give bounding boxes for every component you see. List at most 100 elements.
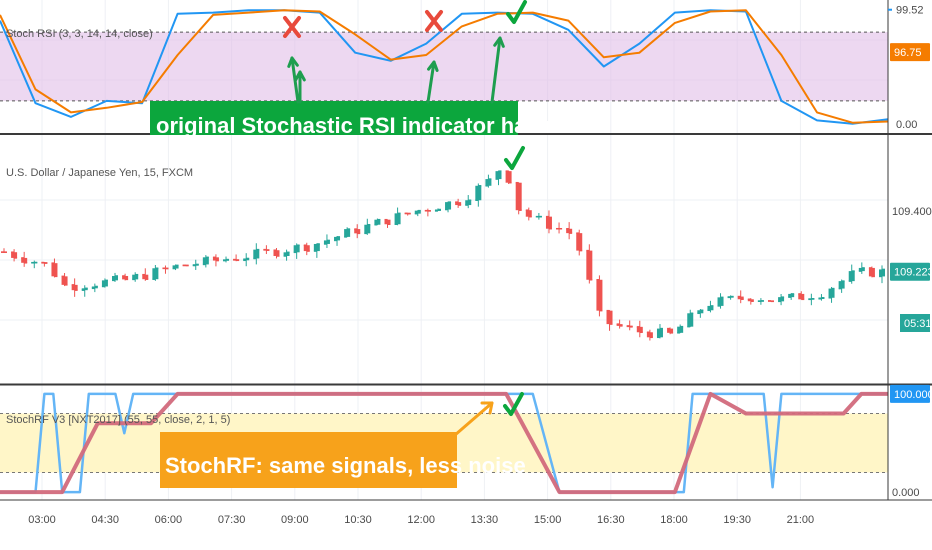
candle [858, 262, 865, 274]
candle [879, 265, 885, 284]
candle [283, 249, 290, 261]
candle [182, 264, 189, 267]
candle [152, 265, 159, 281]
stoch-rsi-lines [0, 9, 889, 125]
stoch-rsi-band-fill [0, 32, 888, 101]
time-tick-label: 03:00 [28, 514, 56, 526]
candle [626, 320, 633, 331]
time-tick-label: 06:00 [155, 514, 183, 526]
candle [192, 259, 199, 270]
candle [485, 174, 492, 188]
time-tick-label: 19:30 [723, 514, 751, 526]
stochrf-badge: 100.000 [890, 384, 932, 403]
price-tick-label: 109.400 [892, 206, 932, 218]
candle [767, 300, 774, 303]
candle [798, 291, 805, 301]
price-axis: 99.52 0.00 109.400 0.000 96.75 109.223 05:31 10… [888, 5, 932, 499]
stoch-rsi-tick-label: 0.00 [896, 119, 917, 131]
candle [263, 245, 270, 255]
candle [545, 210, 552, 234]
candle [697, 309, 704, 318]
candle [1, 248, 7, 254]
arrow-icon [426, 60, 439, 104]
candle [434, 208, 441, 212]
candle [303, 242, 310, 256]
cross-mark-icon [425, 10, 443, 32]
annotation-rsi-noise: original Stochastic RSI indicator has no… [150, 101, 602, 138]
cross-mark-icon [283, 16, 301, 38]
candle [667, 327, 674, 335]
time-tick-label: 15:00 [534, 514, 562, 526]
stochrf-badge-bg [890, 384, 930, 403]
candle [384, 218, 391, 228]
price-title: U.S. Dollar / Japanese Yen, 15, FXCM [6, 167, 193, 179]
candle [61, 272, 68, 287]
arrow-head [287, 56, 299, 68]
candle [253, 243, 260, 265]
candle [576, 229, 583, 256]
candle [556, 222, 563, 234]
arrow-icon [294, 70, 306, 104]
countdown-badge-text: 05:31 [904, 318, 932, 330]
candle [495, 170, 502, 186]
time-tick-label: 09:00 [281, 514, 309, 526]
last-price-badge-bg [890, 262, 930, 281]
candle [51, 258, 58, 278]
candle [778, 293, 785, 306]
stochrf-line-blue [0, 392, 888, 494]
candle [717, 293, 724, 309]
stochrf-tick-label: 0.000 [892, 487, 920, 499]
stoch-rsi-band [0, 31, 888, 102]
candle [323, 234, 330, 249]
candle [848, 264, 855, 284]
candle [424, 208, 431, 217]
candle [475, 183, 482, 207]
candle [687, 309, 694, 328]
candle [11, 249, 18, 262]
stoch-rsi-d-badge: 96.75 [890, 43, 930, 62]
candle [394, 207, 401, 226]
stochrf-lines [0, 391, 888, 495]
annotation-rsi-noise-text: original Stochastic RSI indicator has no… [156, 113, 602, 138]
candle [344, 227, 351, 238]
candle [505, 170, 512, 184]
arrow-head [294, 70, 306, 82]
stochrf-badge-text: 100.000 [894, 389, 932, 401]
candle [404, 212, 411, 216]
candle [81, 285, 88, 297]
time-tick-label: 21:00 [787, 514, 815, 526]
annotation-stochrf: StochRF: same signals, less noise [160, 432, 526, 488]
last-price-badge-text: 109.223 [894, 267, 932, 279]
signal-markers [283, 0, 527, 437]
candle [757, 298, 764, 305]
countdown-badge: 05:31 [900, 314, 932, 332]
stoch-rsi-d-badge-text: 96.75 [894, 47, 922, 59]
candle [677, 324, 684, 334]
arrow-head [480, 401, 494, 415]
candle [707, 300, 714, 313]
stochrf-line-pink [0, 391, 888, 495]
arrow-shaft [453, 401, 494, 437]
time-tick-label: 16:30 [597, 514, 625, 526]
candle [838, 279, 845, 293]
arrow-icon [490, 36, 505, 104]
candle [374, 218, 381, 226]
candle [818, 294, 825, 301]
candle [162, 265, 169, 274]
candle [112, 272, 119, 282]
time-tick-label: 12:00 [407, 514, 435, 526]
candle [273, 247, 280, 259]
candle [91, 283, 98, 293]
candle [122, 273, 129, 281]
candle [566, 222, 573, 240]
time-tick-label: 04:30 [91, 514, 119, 526]
candle [727, 295, 734, 300]
candle [41, 261, 48, 267]
candle [212, 254, 219, 267]
arrow-head [427, 60, 439, 72]
candle [646, 329, 653, 341]
price-candles [1, 170, 885, 341]
candle [414, 209, 421, 217]
candle [455, 198, 462, 208]
